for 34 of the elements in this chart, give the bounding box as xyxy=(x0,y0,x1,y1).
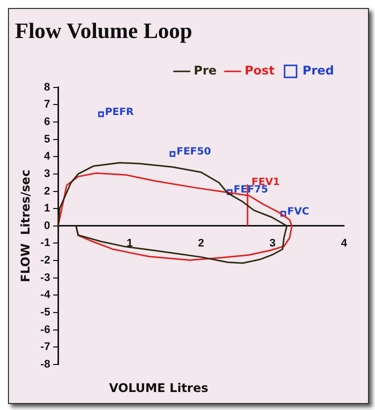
legend-label: Post xyxy=(244,64,275,78)
point xyxy=(226,189,233,196)
y-tick-label: 6 xyxy=(44,116,50,128)
y-tick-label: -7 xyxy=(40,341,50,354)
point xyxy=(170,151,176,157)
y-tick-label: 3 xyxy=(44,168,50,180)
y-tick-label: -5 xyxy=(40,306,50,318)
y-tick-label: -6 xyxy=(40,324,50,336)
x-tick-label: 3 xyxy=(269,238,276,250)
y-tick-label: 0 xyxy=(44,220,50,232)
point xyxy=(98,111,104,118)
y-tick-label: -8 xyxy=(40,358,50,370)
legend-label: Pred xyxy=(302,64,334,78)
y-tick-label: 5 xyxy=(44,133,50,146)
y-axis-title: FLOW Litres/sec xyxy=(18,170,32,282)
annotation: FEF50 xyxy=(176,146,211,158)
y-tick-label: 1 xyxy=(44,202,50,215)
x-tick-label: 4 xyxy=(340,238,348,250)
legend-label: Pre xyxy=(194,64,217,78)
y-tick-label: -3 xyxy=(40,272,50,284)
y-tick-label: 8 xyxy=(44,81,50,94)
annotation: PEFR xyxy=(105,106,134,118)
x-axis-title: VOLUME Litres xyxy=(109,381,208,395)
y-tick-label: 4 xyxy=(44,150,52,163)
y-tick-label: -2 xyxy=(40,254,50,267)
x-tick-label: 2 xyxy=(198,238,204,250)
x-tick-label: 1 xyxy=(126,238,133,250)
annotation: FVC xyxy=(287,206,310,218)
y-tick-label: -1 xyxy=(40,237,50,250)
y-tick-label: 2 xyxy=(44,185,50,198)
y-tick-label: 7 xyxy=(44,98,50,111)
point xyxy=(280,210,286,217)
y-tick-label: -4 xyxy=(40,289,52,302)
chart-title: Flow Volume Loop xyxy=(15,18,192,43)
